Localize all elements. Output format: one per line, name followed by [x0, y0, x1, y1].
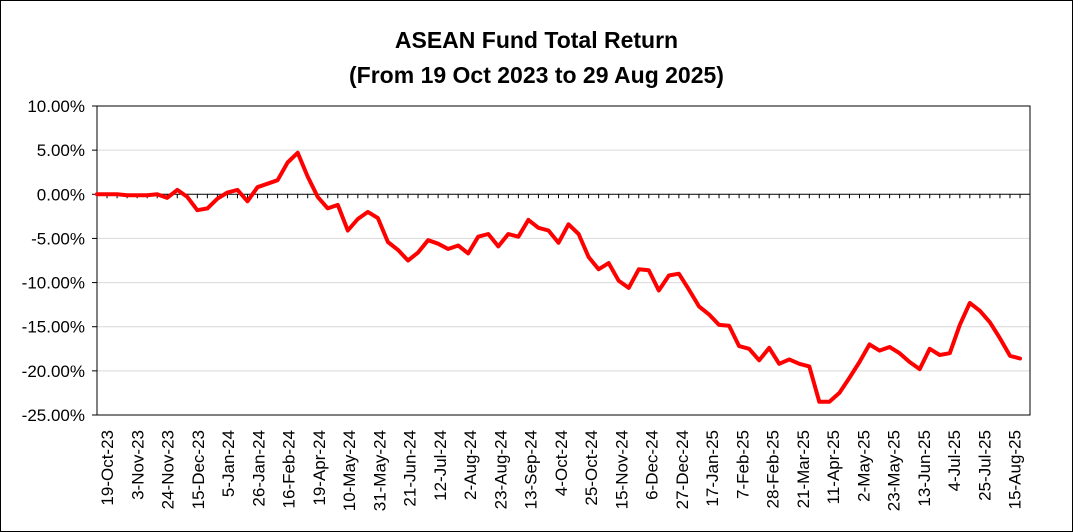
x-tick-label: 24-Nov-23 [159, 430, 178, 509]
x-tick-label: 5-Jan-24 [219, 430, 238, 497]
chart-subtitle: (From 19 Oct 2023 to 29 Aug 2025) [349, 62, 724, 88]
x-tick-label: 25-Jul-25 [975, 430, 994, 501]
x-tick-label: 17-Jan-25 [703, 430, 722, 507]
x-tick-label: 31-May-24 [370, 430, 389, 511]
x-tick-label: 13-Jun-25 [915, 430, 934, 507]
x-tick-label: 15-Nov-24 [612, 430, 631, 509]
x-tick-label: 28-Feb-25 [764, 430, 783, 508]
y-tick-label: 0.00% [37, 185, 85, 204]
y-axis-ticks: 10.00% 5.00% 0.00% -5.00% -10.00% -15.00% -20.… [22, 97, 97, 425]
x-tick-label: 2-May-25 [854, 430, 873, 502]
x-tick-label: 16-Feb-24 [280, 430, 299, 508]
x-tick-label: 6-Dec-24 [643, 430, 662, 500]
x-tick-label: 7-Feb-25 [733, 430, 752, 499]
x-tick-label: 4-Jul-25 [945, 430, 964, 491]
chart-title: ASEAN Fund Total Return [394, 27, 679, 53]
x-tick-label: 23-Aug-24 [491, 430, 510, 509]
y-tick-label: -15.00% [22, 318, 85, 337]
series-line [95, 150, 1022, 404]
x-tick-label: 15-Aug-25 [1006, 430, 1025, 509]
x-tick-label: 25-Oct-24 [582, 430, 601, 506]
axes [96, 105, 1031, 416]
x-tick-label: 27-Dec-24 [673, 430, 692, 509]
x-tick-label: 26-Jan-24 [249, 430, 268, 507]
y-tick-label: -20.00% [22, 362, 85, 381]
grid-lines [97, 149, 1030, 372]
y-tick-label: 5.00% [37, 141, 85, 160]
x-tick-label: 3-Nov-23 [128, 430, 147, 500]
x-tick-label: 19-Oct-23 [98, 430, 117, 506]
x-tick-label: 4-Oct-24 [552, 430, 571, 496]
x-axis-ticks: 19-Oct-23 3-Nov-23 24-Nov-23 15-Dec-23 5-Jan… [98, 430, 1025, 511]
x-tick-label: 21-Mar-25 [794, 430, 813, 508]
x-tick-label: 21-Jun-24 [401, 430, 420, 507]
plot-area [96, 105, 1031, 416]
x-tick-label: 10-May-24 [340, 430, 359, 511]
y-tick-label: 10.00% [27, 97, 85, 116]
y-tick-label: -5.00% [31, 229, 85, 248]
x-tick-label: 2-Aug-24 [461, 430, 480, 500]
y-tick-label: -10.00% [22, 274, 85, 293]
x-tick-label: 12-Jul-24 [431, 430, 450, 501]
y-tick-label: -25.00% [22, 406, 85, 425]
series-group [95, 150, 1022, 404]
x-tick-label: 11-Apr-25 [824, 430, 843, 504]
x-tick-label: 13-Sep-24 [522, 430, 541, 509]
x-tick-label: 19-Apr-24 [310, 430, 329, 506]
x-tick-label: 23-May-25 [885, 430, 904, 511]
x-tick-label: 15-Dec-23 [189, 430, 208, 509]
